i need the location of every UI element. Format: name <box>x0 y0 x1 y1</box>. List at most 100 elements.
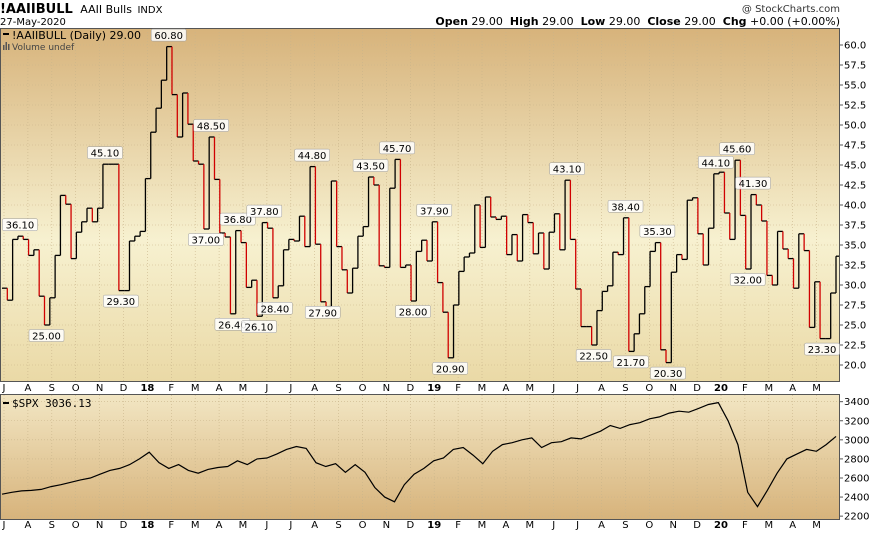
annotation-label: 60.80 <box>150 28 187 42</box>
x-tick-label: S <box>622 383 628 394</box>
bottom-x-axis: J A S O N D 18 F M A M J J A S O N D 19 F M A M J J A S O N D 20 F M A M <box>2 520 821 531</box>
copyright[interactable]: @ StockCharts.com <box>741 4 840 15</box>
annotation-label: 26.10 <box>241 320 277 334</box>
y-tick-label: 2800 <box>844 454 869 465</box>
chg-label: Chg <box>722 15 747 28</box>
x-tick-label: 19 <box>427 383 441 394</box>
x-tick-label: 20 <box>714 383 728 394</box>
x-tick-label: F <box>455 520 461 531</box>
bottom-y-axis: 2200 2400 2600 2800 3000 3200 3400 <box>839 397 869 523</box>
annotation-label: 44.80 <box>294 148 330 162</box>
volume-legend-text: Volume undef <box>12 43 75 53</box>
annotation-label: 32.00 <box>729 273 766 287</box>
x-tick-label: M <box>191 520 200 531</box>
x-tick-label: J <box>2 383 6 394</box>
x-tick-label: J <box>551 520 555 531</box>
y-tick-label: 2200 <box>844 512 869 523</box>
svg-text:43.10: 43.10 <box>553 165 582 176</box>
annotation-label: 37.90 <box>416 204 453 217</box>
x-tick-label: A <box>502 383 509 394</box>
svg-text:25.00: 25.00 <box>32 332 61 343</box>
x-tick-label: J <box>575 383 579 394</box>
y-tick-label: 30.0 <box>844 281 866 292</box>
annotation-label: 28.00 <box>395 305 431 319</box>
svg-text:37.00: 37.00 <box>192 236 221 247</box>
annotation-label: 36.10 <box>2 218 38 232</box>
x-tick-label: M <box>191 383 200 394</box>
exchange-label: INDX <box>137 5 163 16</box>
y-tick-label: 45.0 <box>844 161 866 172</box>
x-tick-label: A <box>24 383 31 394</box>
x-tick-label: F <box>742 383 748 394</box>
x-tick-label: O <box>359 520 367 531</box>
header-row-1: !AAIIBULL AAII Bulls INDX @ StockCharts.… <box>0 2 840 17</box>
symbol-label[interactable]: !AAIIBULL <box>0 2 73 17</box>
x-tick-label: N <box>383 383 390 394</box>
high-value: 29.00 <box>542 15 574 28</box>
x-tick-label: A <box>311 520 318 531</box>
svg-text:44.80: 44.80 <box>298 151 327 162</box>
svg-text:48.50: 48.50 <box>197 122 226 133</box>
x-tick-label: F <box>742 520 748 531</box>
annotation-label: 43.10 <box>549 162 585 176</box>
y-tick-label: 2600 <box>844 473 869 484</box>
annotation-label: 20.90 <box>432 362 468 375</box>
annotation-label: 21.70 <box>613 355 649 369</box>
svg-text:20.90: 20.90 <box>436 364 465 375</box>
top-legend-text: !AAIIBULL (Daily) 29.00 <box>12 29 141 42</box>
low-value: 29.00 <box>608 15 641 28</box>
svg-text:28.00: 28.00 <box>399 308 428 319</box>
svg-text:43.50: 43.50 <box>356 162 385 173</box>
y-tick-label: 52.5 <box>844 101 866 112</box>
top-y-axis: 20.0 22.5 25.0 27.5 30.0 32.5 35.0 37.5 40.0 42.5… <box>839 41 866 372</box>
x-tick-label: A <box>598 520 605 531</box>
x-tick-label: O <box>72 383 80 394</box>
annotation-label: 36.80 <box>219 212 256 226</box>
x-tick-label: A <box>789 383 796 394</box>
x-tick-label: N <box>383 520 390 531</box>
volume-icon <box>3 42 10 50</box>
header-row-2: 27-May-2020 Open 29.00 High 29.00 Low 29… <box>0 15 840 28</box>
svg-text:32.00: 32.00 <box>733 276 762 287</box>
y-tick-label: 22.5 <box>844 341 866 352</box>
annotation-label: 48.50 <box>193 119 229 133</box>
y-tick-label: 20.0 <box>844 361 866 372</box>
x-tick-label: M <box>764 383 773 394</box>
spx-series <box>1 401 837 508</box>
chg-value: +0.00 (+0.00%) <box>750 15 840 28</box>
x-tick-label: A <box>502 520 509 531</box>
low-label: Low <box>580 15 606 28</box>
open-value: 29.00 <box>471 15 503 28</box>
x-tick-label: J <box>551 383 555 394</box>
annotation-label: 37.80 <box>246 204 283 218</box>
x-tick-label: S <box>335 520 341 531</box>
x-tick-label: M <box>525 383 534 394</box>
y-tick-label: 27.5 <box>844 301 866 312</box>
annotation-label: 35.30 <box>639 224 676 238</box>
svg-text:22.50: 22.50 <box>579 352 608 363</box>
x-tick-label: D <box>693 383 701 394</box>
top-gridlines <box>2 29 838 381</box>
x-tick-label: M <box>478 383 487 394</box>
x-tick-label: M <box>239 383 248 394</box>
svg-text:27.90: 27.90 <box>308 308 337 319</box>
x-tick-label: O <box>645 520 653 531</box>
annotation-label: 28.40 <box>257 302 293 315</box>
annotation-label: 29.30 <box>103 294 139 308</box>
x-tick-label: M <box>525 520 534 531</box>
spx-line <box>1 401 837 508</box>
x-tick-label: O <box>359 383 367 394</box>
annotation-label: 43.50 <box>352 159 389 173</box>
svg-text:20.30: 20.30 <box>654 369 683 380</box>
x-tick-label: A <box>598 383 605 394</box>
y-tick-label: 3200 <box>844 416 869 427</box>
annotation-label: 45.70 <box>379 141 415 155</box>
svg-text:35.30: 35.30 <box>643 227 672 238</box>
svg-text:44.10: 44.10 <box>702 158 731 169</box>
x-tick-label: M <box>478 520 487 531</box>
x-tick-label: F <box>168 383 174 394</box>
top-legend: !AAIIBULL (Daily) 29.00 Volume undef <box>3 29 141 53</box>
open-label: Open <box>435 15 468 28</box>
x-tick-label: D <box>406 383 414 394</box>
annotation-label: 45.60 <box>719 142 755 156</box>
